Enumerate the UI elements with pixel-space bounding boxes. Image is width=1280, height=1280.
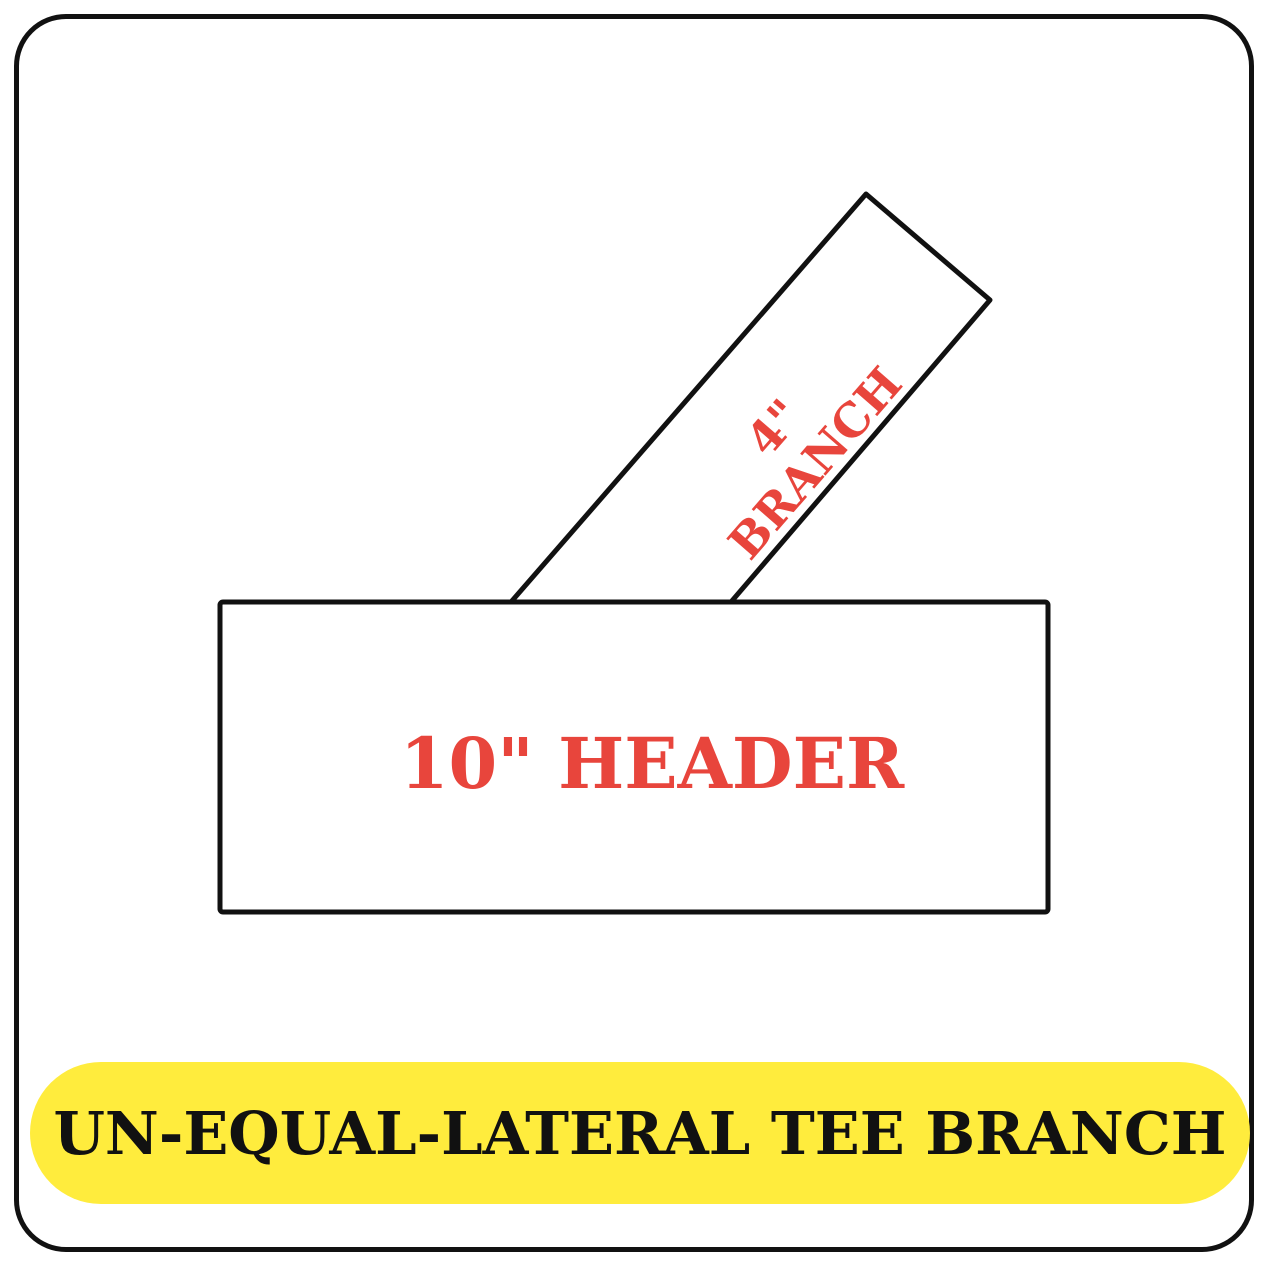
header-pipe-outline [217, 599, 1051, 915]
title-banner: UN-EQUAL-LATERAL TEE BRANCH [30, 1062, 1250, 1204]
header-label: 10" HEADER [400, 722, 905, 805]
diagram-title: UN-EQUAL-LATERAL TEE BRANCH [53, 1098, 1227, 1168]
branch-pipe-outline [509, 191, 993, 604]
